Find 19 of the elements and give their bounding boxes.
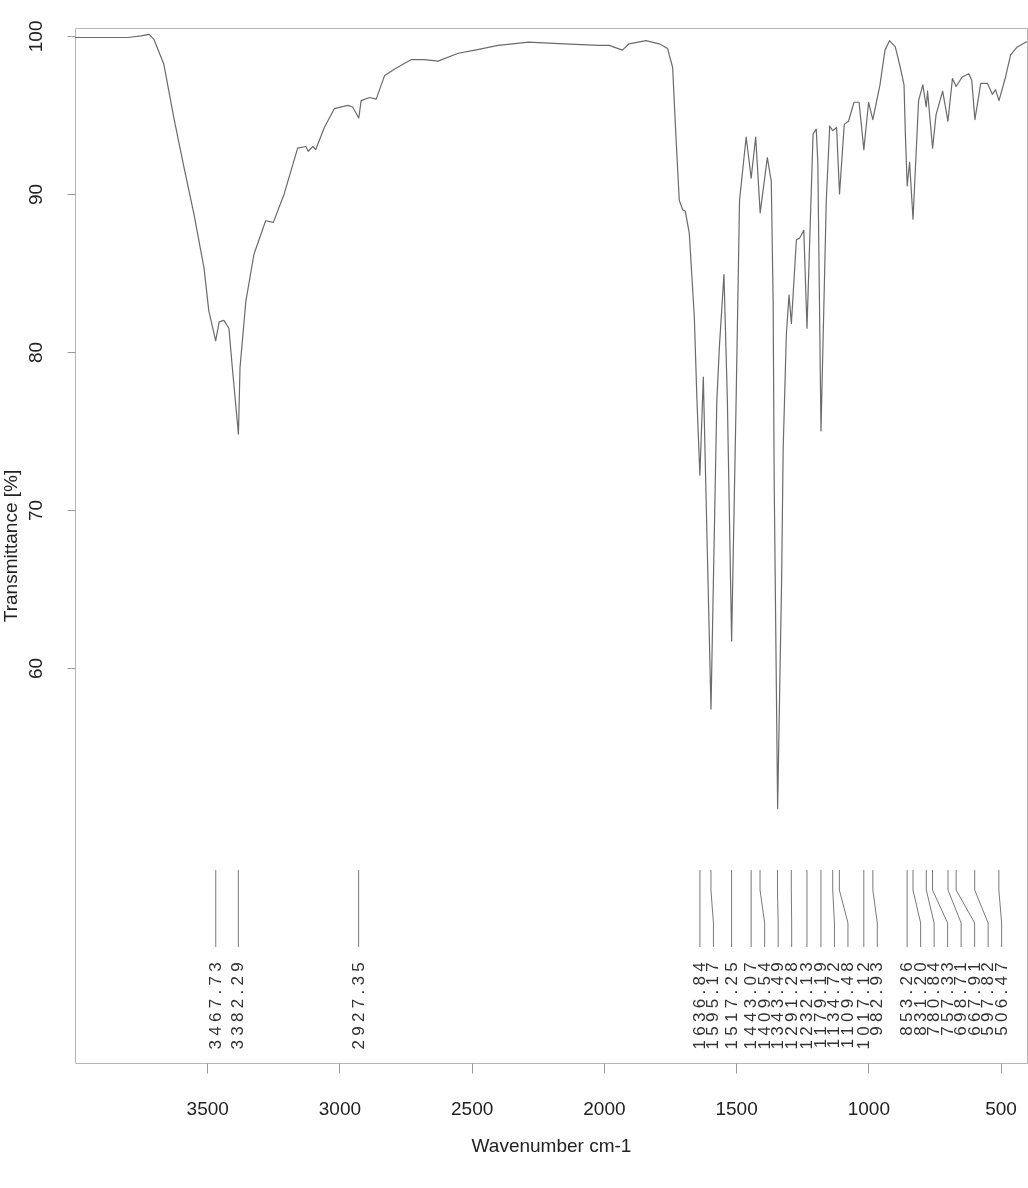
x-tick-label: 2500 (451, 1097, 494, 1119)
x-axis-title: Wavenumber cm-1 (471, 1134, 632, 1156)
x-tick-label: 2000 (583, 1097, 626, 1119)
x-tick-label: 500 (985, 1097, 1017, 1119)
x-tick-label: 3500 (186, 1097, 229, 1119)
y-tick-label: 80 (24, 341, 46, 363)
y-axis-title: Transmittance [%] (0, 469, 21, 623)
y-tick-label: 100 (24, 20, 46, 53)
y-tick-label: 60 (24, 657, 46, 680)
line-series (75, 33, 1027, 810)
annotation: 1517.25 (721, 958, 741, 1050)
x-tick-label: 1000 (847, 1097, 890, 1119)
x-tick-label: 3000 (318, 1097, 362, 1119)
x-tick-label: 1500 (715, 1097, 758, 1119)
y-tick-label: 70 (24, 499, 46, 522)
y-tick-label: 90 (24, 183, 46, 205)
annotation: 3382.29 (228, 958, 248, 1050)
annotation: 3467.73 (205, 958, 225, 1050)
annotation: 2927.35 (348, 958, 368, 1050)
